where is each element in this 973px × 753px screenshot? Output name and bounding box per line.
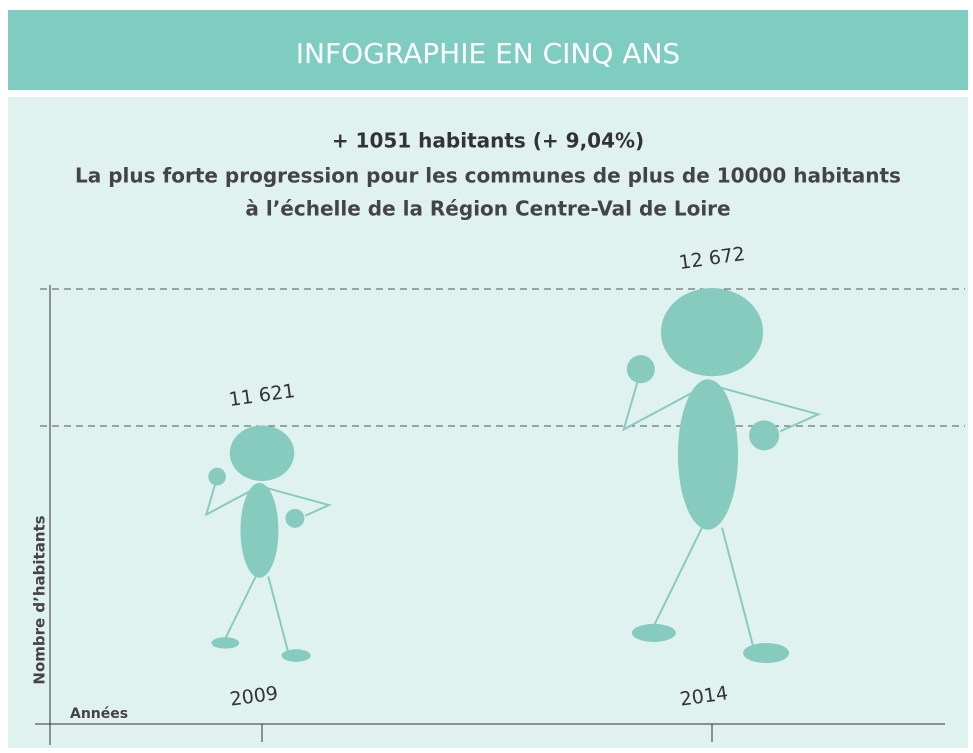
foot (743, 643, 789, 663)
foot (632, 624, 676, 642)
hand (749, 420, 779, 450)
hand (285, 509, 304, 528)
foot (282, 649, 311, 662)
subtitle: La plus forte progression pour les commu… (75, 164, 901, 188)
x-axis-label: Années (70, 706, 128, 722)
body (240, 483, 278, 578)
panel (8, 97, 968, 748)
subtitle: + 1051 habitants (+ 9,04%) (332, 129, 644, 153)
hand (208, 468, 226, 486)
subtitle: à l’échelle de la Région Centre-Val de L… (245, 197, 730, 221)
foot (211, 637, 239, 648)
infographic: INFOGRAPHIE EN CINQ ANS + 1051 habitants… (0, 0, 973, 753)
head (230, 425, 295, 481)
title: INFOGRAPHIE EN CINQ ANS (296, 37, 680, 70)
hand (627, 355, 655, 383)
head (661, 288, 763, 376)
y-axis-label: Nombre d’habitants (31, 515, 49, 684)
body (678, 379, 738, 529)
